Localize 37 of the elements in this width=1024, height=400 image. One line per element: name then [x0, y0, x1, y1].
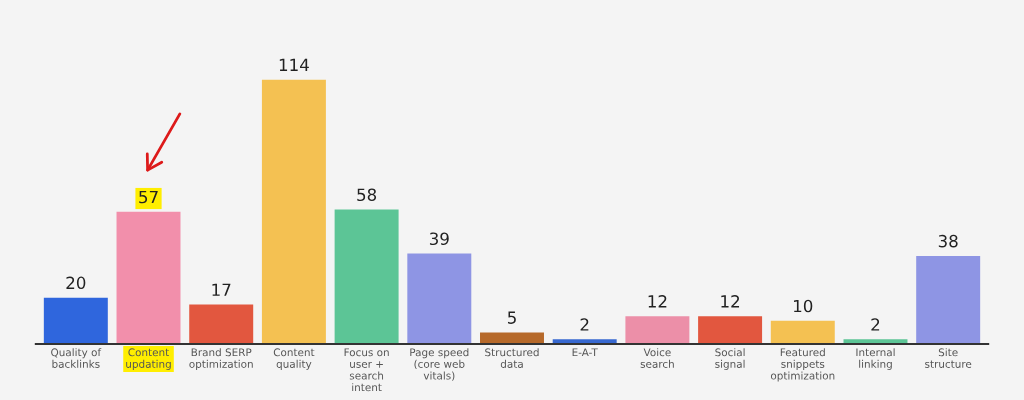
x-tick-label: Brand SERP optimization — [189, 348, 253, 370]
bar — [189, 304, 254, 344]
bar — [480, 332, 544, 344]
bar — [625, 316, 690, 344]
data-label: 20 — [66, 276, 86, 290]
x-tick-label: Social signal — [715, 348, 745, 370]
data-label: 17 — [212, 283, 231, 296]
x-tick-label: Content updating — [126, 348, 171, 370]
bar — [334, 209, 399, 344]
bar — [116, 211, 181, 344]
x-tick-label: Featured snippets optimization — [770, 348, 835, 382]
x-tick-label: Site structure — [925, 348, 972, 368]
bar — [698, 316, 763, 344]
x-tick-label: Internal linking — [856, 348, 895, 370]
data-label: 38 — [938, 234, 958, 248]
x-tick-label: Structured data — [485, 348, 539, 368]
x-tick-label: Quality of backlinks — [51, 348, 102, 368]
x-tick-label: E-A-T — [572, 348, 598, 357]
data-label: 58 — [357, 188, 377, 202]
bar — [43, 297, 108, 344]
data-label: 10 — [794, 299, 813, 313]
data-label: 114 — [279, 58, 309, 71]
data-label: 2 — [871, 318, 880, 331]
bar — [261, 79, 326, 344]
data-label: 12 — [721, 295, 740, 308]
x-tick-label: Page speed (core web vitals) — [410, 348, 469, 381]
data-label: 57 — [139, 190, 158, 204]
x-tick-label: Voice search — [640, 348, 674, 368]
data-label: 12 — [648, 295, 667, 308]
bar — [916, 255, 981, 344]
bar — [407, 253, 472, 344]
data-label: 39 — [429, 232, 449, 246]
data-label: 2 — [580, 318, 589, 331]
x-tick-label: Content quality — [273, 348, 315, 370]
bar — [770, 320, 835, 344]
x-tick-label: Focus on user + search intent — [344, 348, 389, 392]
data-label: 5 — [507, 311, 516, 324]
